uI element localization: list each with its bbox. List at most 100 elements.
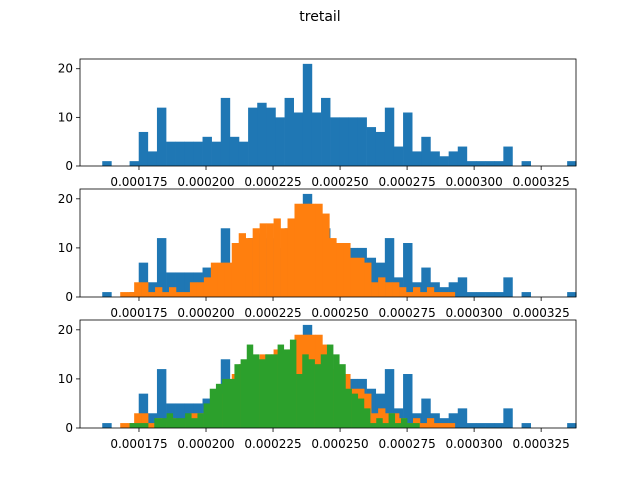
bar-series1-bin8	[175, 141, 185, 166]
bar-series3-bin12	[203, 403, 211, 428]
bar-series3-bin4	[154, 418, 161, 428]
bar-series2-bin26	[301, 203, 309, 297]
bar-series1-bin6	[156, 107, 167, 166]
bar-series3-bin2	[141, 423, 149, 428]
bar-series1-bin51	[567, 161, 577, 166]
bar-series1-bin4	[138, 131, 149, 166]
bar-series2-bin36	[371, 282, 379, 297]
y-tick-label: 20	[58, 323, 73, 337]
x-tick-label: 0.000175	[110, 306, 167, 320]
bar-series1-bin11	[202, 136, 212, 166]
bar-series2-bin45	[433, 423, 442, 428]
bar-series3-bin29	[308, 359, 315, 428]
bar-series2-bin7	[169, 287, 177, 297]
bar-series2-bin32	[343, 243, 351, 297]
bar-series1-bin30	[375, 131, 386, 166]
bar-series1-bin5	[147, 413, 158, 428]
bar-series3-bin43	[394, 423, 402, 428]
bar-series1-bin21	[293, 112, 304, 166]
bar-series1-bin46	[521, 292, 531, 297]
bar-series1-bin33	[403, 112, 413, 166]
bar-series3-bin6	[166, 413, 174, 428]
bar-series3-bin13	[209, 388, 217, 428]
x-tick-label: 0.000250	[311, 437, 368, 451]
bar-series1-bin51	[567, 292, 577, 297]
bar-series2-bin6	[162, 292, 170, 297]
bar-series1-bin34	[412, 151, 422, 166]
bar-series3-bin24	[277, 344, 285, 428]
bar-series1-bin42	[485, 161, 495, 166]
bar-series2-bin34	[357, 257, 365, 297]
bar-series2-bin13	[210, 262, 219, 297]
bar-series1-bin5	[147, 282, 158, 297]
bar-series2-bin16	[231, 243, 240, 297]
x-tick-label: 0.000250	[311, 175, 368, 189]
bar-series3-bin14	[215, 383, 223, 428]
bar-series2-bin37	[378, 277, 386, 297]
bar-series2-bin2	[134, 282, 142, 297]
bar-series2-bin39	[392, 282, 400, 297]
bar-series2-bin9	[182, 292, 191, 297]
bar-series1-bin33	[403, 374, 413, 428]
bar-series2-bin18	[245, 238, 253, 297]
bar-series1-bin44	[503, 408, 513, 428]
y-tick-label: 0	[65, 421, 73, 435]
bar-series2-bin2	[134, 413, 142, 428]
axes-frame	[79, 58, 577, 167]
y-tick-label: 20	[58, 192, 73, 206]
bar-series2-bin28	[315, 203, 323, 297]
bar-series1-bin19	[275, 117, 285, 166]
bar-series1-bin9	[184, 272, 194, 297]
bar-series1-bin20	[284, 97, 294, 166]
figure-title: tretail	[299, 9, 340, 25]
x-tick-label: 0.000200	[177, 306, 234, 320]
bar-series3-bin40	[376, 418, 383, 428]
bar-series2-bin44	[426, 287, 435, 297]
bar-series1-bin14	[229, 136, 240, 166]
bar-series2-bin3	[141, 282, 149, 297]
x-tick-label: 0.000225	[244, 175, 301, 189]
bar-series2-bin43	[419, 423, 428, 428]
bar-series1-bin6	[156, 369, 167, 428]
bar-series2-bin4	[148, 423, 156, 428]
bar-series3-bin17	[234, 364, 241, 428]
bar-series1-bin0	[102, 161, 112, 166]
x-tick-label: 0.000250	[311, 306, 368, 320]
axes-frame	[79, 188, 577, 298]
bar-series1-bin8	[175, 272, 185, 297]
bar-series2-bin5	[155, 287, 163, 297]
bar-series1-bin41	[476, 161, 486, 166]
x-tick-label: 0.000275	[378, 175, 435, 189]
bar-series3-bin34	[339, 364, 346, 428]
bar-series3-bin18	[240, 359, 248, 428]
bar-series1-bin10	[193, 141, 203, 166]
bar-series2-bin3	[141, 413, 149, 428]
bar-series1-bin39	[457, 408, 468, 428]
x-tick-label: 0.000200	[177, 437, 234, 451]
bar-series1-bin12	[211, 141, 222, 166]
y-tick-label: 10	[58, 241, 73, 255]
bar-series3-bin39	[370, 423, 377, 428]
bar-series1-bin13	[220, 97, 231, 166]
bar-series3-bin15	[222, 378, 229, 428]
bar-series3-bin21	[259, 359, 266, 428]
bar-series3-bin1	[135, 423, 143, 428]
x-tick-label: 0.000275	[378, 437, 435, 451]
bar-series2-bin20	[259, 223, 267, 297]
bar-series3-bin26	[289, 339, 297, 428]
bar-series1-bin36	[430, 151, 440, 166]
bar-series1-bin6	[156, 238, 167, 297]
bar-series2-bin0	[120, 292, 128, 297]
bar-series3-bin44	[400, 418, 408, 428]
bar-series3-bin37	[357, 398, 365, 428]
bar-series2-bin30	[329, 238, 337, 297]
bar-series2-bin4	[148, 292, 156, 297]
x-tick-label: 0.000225	[244, 437, 301, 451]
bar-series2-bin1	[127, 292, 135, 297]
bar-series1-bin31	[384, 369, 395, 428]
bar-series3-bin38	[363, 408, 371, 428]
bar-series3-bin0	[129, 423, 137, 428]
bar-series1-bin39	[457, 277, 468, 297]
bar-series1-bin17	[257, 102, 267, 166]
bar-series1-bin32	[393, 146, 404, 166]
